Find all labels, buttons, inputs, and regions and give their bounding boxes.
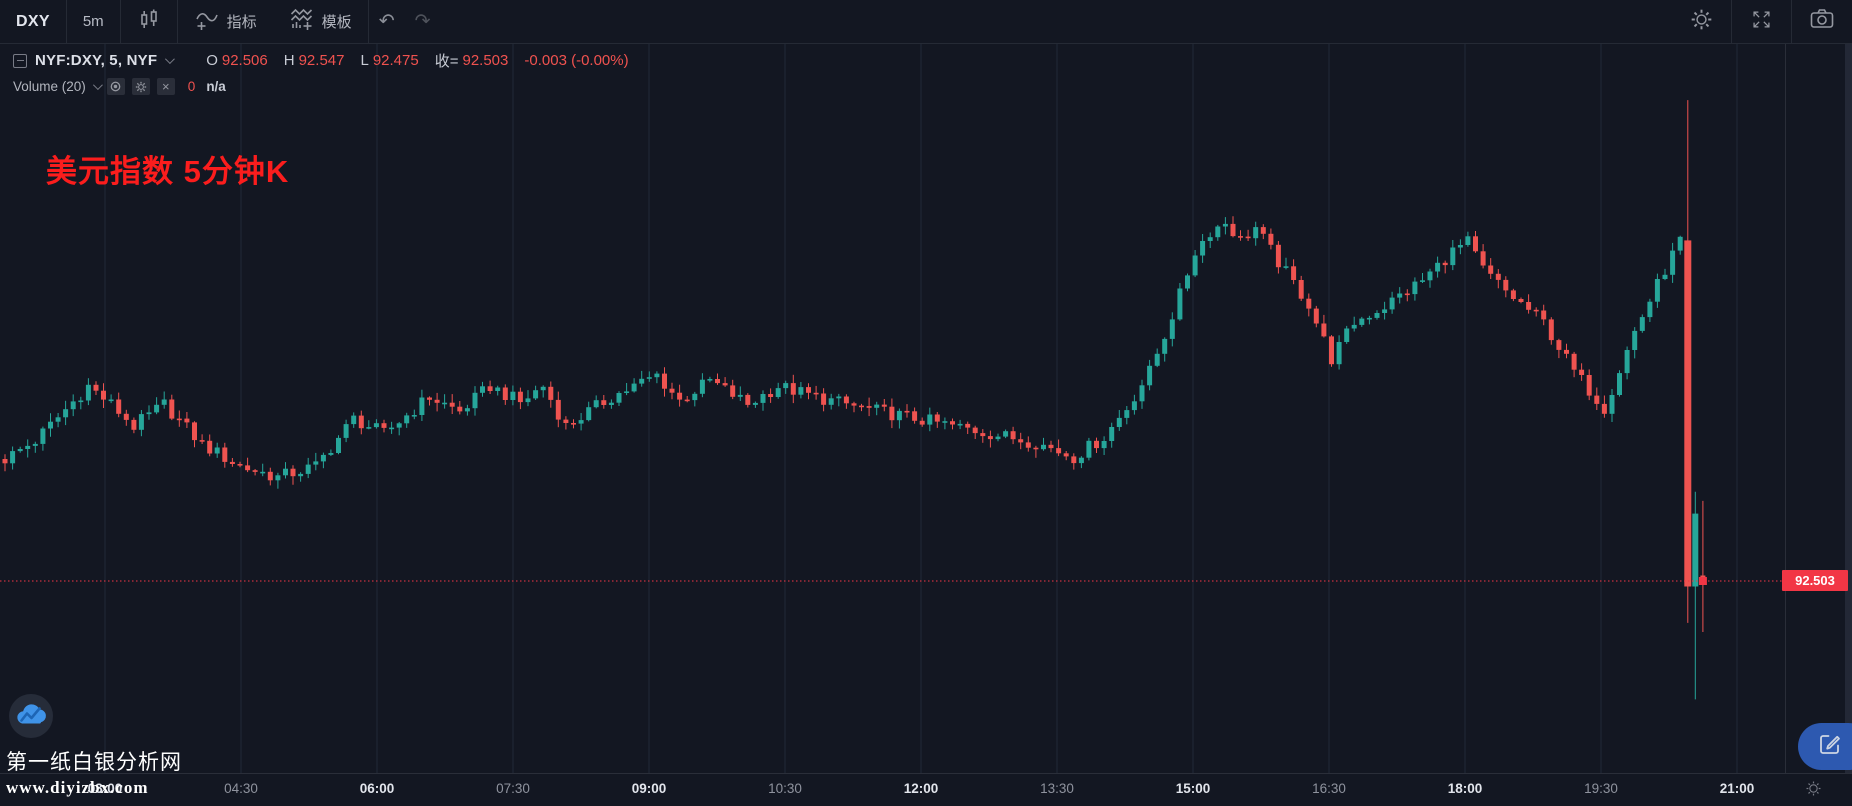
sun-gear-icon [1805,780,1822,802]
fullscreen-icon [1749,7,1774,37]
indicators-label: 指标 [226,14,257,31]
cloud-logo-icon [9,694,53,738]
last-price-marker [1698,577,1707,585]
time-axis-label: 07:30 [496,781,530,796]
symbol-label: DXY [16,12,50,30]
last-price-label: 92.503 [1782,570,1848,591]
chevron-down-icon[interactable] [92,80,103,91]
series-title[interactable]: NYF:DXY, 5, NYF [35,52,158,69]
watermark-title: 第一纸白银分析网 [6,750,182,774]
time-axis-label: 06:00 [359,781,395,796]
undo-button[interactable]: ↶ [378,11,395,32]
toolbar-divider [176,0,178,44]
snapshot-button[interactable] [1792,0,1852,43]
top-toolbar: DXY 5m 指标 [0,0,1852,44]
volume-label[interactable]: Volume (20) [13,79,86,94]
chevron-down-icon[interactable] [165,54,176,65]
volume-visibility-icon[interactable] [106,78,125,95]
symbol-button[interactable]: DXY [0,0,66,43]
time-axis-label: 04:30 [224,781,258,796]
collapse-legend-icon[interactable] [13,53,27,68]
price-axis-strip[interactable] [1845,44,1852,773]
interval-button[interactable]: 5m [67,0,120,43]
time-axis-label: 10:30 [768,781,802,796]
open-label: O [206,52,218,69]
time-axis-label: 15:00 [1175,781,1211,796]
time-axis-label: 19:30 [1584,781,1618,796]
low-label: L [360,52,369,69]
templates-label: 模板 [321,14,352,31]
indicators-button[interactable]: 指标 [178,0,273,43]
time-axis-label: 21:00 [1719,781,1755,796]
close-label: 收= [434,53,459,70]
redo-button[interactable]: ↷ [414,11,431,32]
time-axis-label: 03:00 [87,781,123,796]
chart-style-button[interactable] [121,0,177,43]
volume-remove-icon[interactable]: × [156,78,175,95]
watermark-url: www.diyizbx.com [6,778,149,797]
toolbar-divider [1791,0,1792,44]
time-axis-label: 16:30 [1312,781,1346,796]
toolbar-divider [119,0,121,44]
publish-idea-button[interactable] [1798,723,1852,770]
camera-icon [1809,6,1835,37]
low-value: 92.475 [372,52,419,69]
volume-status: n/a [206,79,226,94]
series-legend: NYF:DXY, 5, NYF O 92.506 H 92.547 L 92.475 … [13,50,629,71]
volume-settings-gear-icon[interactable] [131,78,150,95]
interval-label: 5m [82,13,104,30]
time-axis-label: 09:00 [631,781,667,796]
fullscreen-button[interactable] [1732,0,1791,43]
time-axis[interactable]: 03:00 04:30 06:00 07:30 09:00 10:30 12:00 13:30… [0,773,1852,806]
edit-pencil-icon [1818,732,1842,761]
toolbar-divider [367,0,369,44]
gear-icon [1689,7,1714,37]
indicators-icon [194,6,220,37]
toolbar-divider [1731,0,1732,44]
gridlines [36,44,1738,777]
templates-icon [289,6,315,37]
open-value: 92.506 [221,52,268,69]
change-value: -0.003 (-0.00%) [524,52,629,69]
high-label: H [283,52,295,69]
candles [2,100,1706,700]
high-value: 92.547 [298,52,345,69]
time-axis-label: 12:00 [903,781,939,796]
text-drawing-annotation[interactable]: 美元指数 5分钟K [46,154,290,189]
toolbar-right-group [1672,0,1852,44]
volume-study-legend: Volume (20) × 0 [13,78,226,95]
site-watermark: 第一纸白银分析网 www.diyizbx.com [6,693,182,798]
volume-value: 0 [187,79,196,94]
axis-settings-button[interactable] [1799,777,1827,805]
templates-button[interactable]: 模板 [273,0,368,43]
price-axis-border [1785,44,1786,806]
time-axis-label: 13:30 [1040,781,1074,796]
candlestick-style-icon [137,7,161,36]
toolbar-divider [65,0,67,44]
close-value: 92.503 [462,52,509,69]
chart-settings-button[interactable] [1672,0,1731,43]
ohlc-values: O 92.506 H 92.547 L 92.475 收= 92.503 -0.003 … [206,50,628,71]
time-axis-label: 18:00 [1447,781,1483,796]
